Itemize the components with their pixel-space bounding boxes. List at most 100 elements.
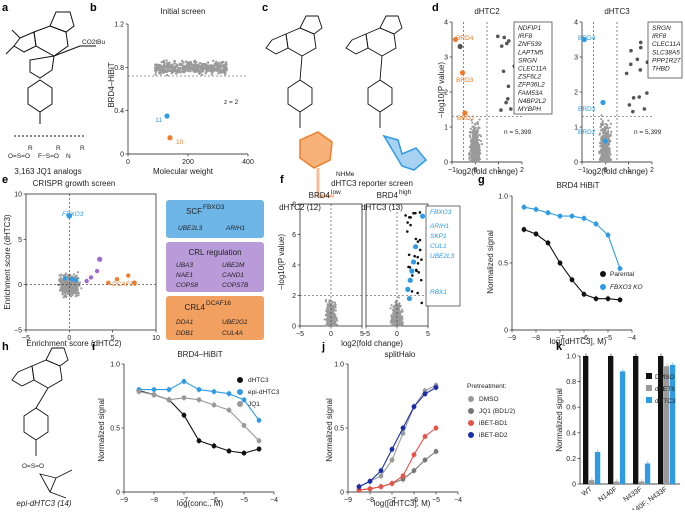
e-point: [71, 286, 74, 289]
d2-point: [602, 132, 606, 135]
d1-point: [473, 122, 476, 126]
title-d-right: dHTC3: [604, 7, 630, 16]
i-point-0: [181, 412, 187, 418]
b-point: [200, 73, 204, 76]
e-point: [60, 280, 63, 283]
b-point: [182, 61, 185, 64]
f-right-point: [393, 304, 396, 308]
f-left-point: [331, 320, 334, 323]
i-xtick-label: −7: [180, 497, 188, 504]
d2-point: [609, 158, 612, 161]
d2-point: [603, 154, 606, 157]
e-point: [59, 276, 62, 279]
b-hit-10-label: 10: [176, 139, 184, 146]
f-right-dark-point: [412, 211, 415, 215]
d1-point: [472, 130, 475, 133]
f-hit-3: [409, 268, 415, 274]
j-xtick-label: −5: [432, 497, 440, 504]
d1-hit-point: [499, 44, 504, 48]
panel-label-f: f: [280, 174, 284, 186]
b-ytick-label: 0.4: [114, 108, 124, 115]
d1-hit-point: [496, 34, 500, 39]
d1-hit-point: [504, 100, 508, 105]
f-left-ytick-label: 0: [292, 324, 296, 331]
d1-point: [470, 160, 473, 163]
d2-ytick-label: 4: [574, 20, 578, 27]
d2-point: [598, 152, 601, 155]
e-point: [63, 288, 66, 291]
caption-a: 3,163 JQ1 analogs: [14, 167, 81, 176]
f-hit-1: [413, 244, 419, 250]
xlabel-i: log(conc., M): [177, 499, 224, 508]
b-point: [195, 61, 198, 64]
k-ytick-label: 0.8: [566, 379, 576, 386]
d-right-gene: SRGN: [652, 25, 671, 32]
k-bar-1: [613, 481, 620, 484]
b-point: [223, 72, 227, 75]
d2-point: [604, 129, 607, 132]
legend-dhtc3-k: dHTC3: [655, 398, 676, 405]
b-point: [209, 70, 213, 73]
j-point-3: [378, 468, 384, 474]
d1-point: [472, 133, 475, 136]
i-point-2: [196, 397, 202, 403]
b-point: [179, 70, 183, 74]
b-point: [201, 64, 205, 68]
j-ytick-label: 0: [340, 490, 344, 497]
d2-point: [600, 117, 603, 121]
f-left-point: [327, 314, 330, 318]
f-right-dark-point: [413, 254, 416, 258]
d1-ytick-label: 1: [444, 125, 448, 132]
i-point-1: [196, 387, 202, 392]
b-point: [186, 62, 189, 65]
panel-label-d: d: [432, 2, 439, 14]
d1-point: [477, 156, 480, 159]
e-point: [69, 290, 72, 294]
brd3-label-d-left: BRD3: [456, 77, 474, 84]
f-right-point: [394, 315, 397, 318]
d1-point: [472, 143, 475, 146]
g-ytick-label: 0: [504, 328, 508, 335]
legend-dbet6-k: dBET6: [655, 386, 675, 393]
b-point: [157, 71, 161, 75]
xlabel-d-right: log2(fold change): [586, 167, 648, 176]
b-point: [165, 73, 169, 77]
g-xtick-label: −7: [556, 335, 564, 342]
j-point-0: [400, 430, 406, 436]
b-point: [176, 69, 179, 72]
f-gene-label: UBE2L3: [430, 253, 455, 260]
f-right-dark-point: [418, 211, 422, 214]
d2-point: [604, 122, 607, 126]
f-left-point: [334, 303, 337, 306]
gene-box-d-right: [647, 21, 683, 79]
d2-point: [601, 160, 604, 163]
f-hit-5: [405, 286, 411, 292]
d1-point: [480, 142, 484, 146]
d2-hit-point: [627, 103, 632, 107]
e-point: [63, 294, 66, 297]
d-left-gene: ZNF539: [517, 41, 542, 48]
legend-title-j: Pretreatment:: [467, 383, 507, 390]
b-point: [205, 70, 208, 74]
f-right-dark-point: [419, 278, 423, 282]
g-point-0: [605, 296, 611, 302]
e-point: [71, 283, 74, 287]
g-point-0: [569, 277, 575, 283]
g-point-0: [533, 231, 539, 237]
b-ytick-label: 0: [120, 152, 124, 159]
b-point: [188, 68, 192, 72]
plot-i: −9 −8 −7 −6 −5 −4 0 0.5 1.0: [110, 362, 278, 505]
j-xtick-label: −8: [366, 497, 374, 504]
i-point-0: [211, 443, 217, 449]
f-left-point: [332, 312, 335, 316]
d-right-gene: CLEC11A: [652, 41, 680, 48]
e-point: [76, 294, 79, 297]
f-right-dark-point: [406, 230, 409, 233]
hit-fbxo3-e: FBXO3: [62, 211, 84, 218]
i-point-2: [226, 407, 232, 413]
d2-point: [606, 146, 609, 149]
f-right-dark-point: [411, 274, 414, 277]
k-ytick-label: 0.4: [566, 430, 576, 437]
d1-hit-point: [499, 108, 503, 112]
